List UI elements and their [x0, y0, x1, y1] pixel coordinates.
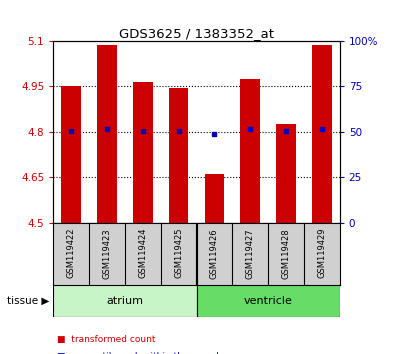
Text: GSM119424: GSM119424 — [138, 228, 147, 279]
Text: GSM119428: GSM119428 — [282, 228, 290, 279]
Text: ventricle: ventricle — [244, 296, 293, 306]
Text: ■  transformed count: ■ transformed count — [57, 335, 156, 343]
Bar — [276, 124, 296, 223]
Bar — [169, 88, 188, 223]
Text: ■  percentile rank within the sample: ■ percentile rank within the sample — [57, 352, 225, 354]
Text: GSM119427: GSM119427 — [246, 228, 255, 279]
Text: GSM119426: GSM119426 — [210, 228, 219, 279]
Text: GSM119429: GSM119429 — [317, 228, 326, 279]
Text: atrium: atrium — [106, 296, 143, 306]
Text: GSM119425: GSM119425 — [174, 228, 183, 279]
Title: GDS3625 / 1383352_at: GDS3625 / 1383352_at — [119, 27, 274, 40]
Text: tissue ▶: tissue ▶ — [7, 296, 49, 306]
Bar — [53, 285, 197, 317]
Bar — [241, 79, 260, 223]
Text: GSM119422: GSM119422 — [67, 228, 76, 279]
Bar — [205, 175, 224, 223]
Bar — [97, 45, 117, 223]
Bar — [197, 285, 340, 317]
Bar — [312, 45, 332, 223]
Bar — [61, 86, 81, 223]
Text: GSM119423: GSM119423 — [103, 228, 111, 279]
Bar — [133, 82, 152, 223]
